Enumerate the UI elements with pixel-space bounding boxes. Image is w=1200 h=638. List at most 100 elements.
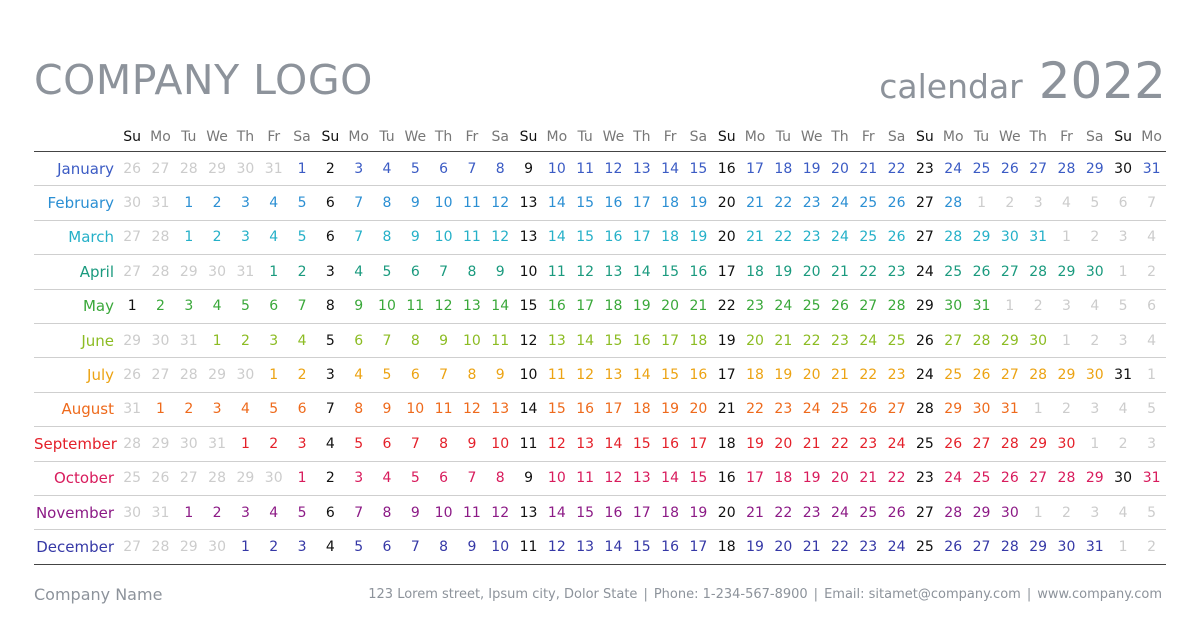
day-cell: 24 [882,426,911,462]
day-cell: 29 [1080,461,1109,496]
day-cell: 10 [542,461,571,496]
day-cell: 30 [1080,254,1109,290]
day-cell: 26 [854,392,883,428]
day-cell-outside: 1 [1108,254,1138,290]
day-cell: 5 [344,529,373,565]
day-cell: 18 [740,357,770,393]
separator: | [643,587,648,602]
day-cell: 23 [882,357,911,393]
day-cell: 9 [514,461,543,496]
day-cell-outside: 1 [967,185,996,221]
month-label: April [34,254,118,290]
day-cell-outside: 4 [1052,185,1081,221]
day-cell: 13 [627,461,656,496]
day-cell: 8 [486,461,515,496]
day-cell: 25 [967,461,996,496]
day-cell-outside: 3 [1080,392,1109,428]
day-cell: 27 [854,289,883,324]
day-cell: 17 [740,151,770,187]
day-cell: 22 [825,426,855,462]
day-cell: 22 [882,461,911,496]
day-cell: 24 [939,151,968,187]
day-cell: 27 [910,220,940,256]
day-cell: 15 [655,357,685,393]
month-row-august: August 31 1 2 3 4 5 6 7 8 9 10 11 12 13 14 15 16 17 18 19 20 2… [34,392,1166,428]
calendar-year: 2022 [1038,52,1166,110]
day-cell: 16 [684,254,713,290]
day-cell-outside: 26 [146,461,175,496]
day-cell: 29 [1080,151,1109,187]
day-cell-outside: 30 [118,185,147,221]
day-cell: 18 [655,220,685,256]
day-cell: 28 [910,392,940,428]
day-cell: 1 [146,392,175,428]
day-cell: 12 [599,461,628,496]
day-cell: 9 [401,220,430,256]
day-cell: 28 [939,185,968,221]
day-cell: 12 [571,357,600,393]
day-cell: 21 [854,151,883,187]
day-cell: 20 [655,289,685,324]
day-cell-outside: 2 [1108,426,1138,462]
day-cell-outside: 5 [1137,495,1166,531]
day-cell: 13 [514,220,543,256]
day-cell: 26 [882,220,911,256]
day-cell: 12 [486,220,515,256]
day-cell-outside: 31 [118,392,147,428]
day-cell-outside: 4 [1137,323,1166,359]
day-cell-outside: 3 [1024,185,1053,221]
day-cell: 23 [797,220,826,256]
day-cell-outside: 2 [1137,529,1166,565]
day-cell: 13 [514,495,543,531]
day-cell: 21 [797,426,826,462]
day-cell: 19 [797,151,826,187]
day-cell: 7 [287,289,317,324]
day-cell: 28 [995,529,1024,565]
month-label: January [34,151,118,187]
day-cell: 19 [769,254,798,290]
day-cell: 31 [1137,461,1166,496]
day-cell-outside: 3 [1108,323,1138,359]
day-cell: 28 [939,495,968,531]
day-cell: 24 [910,254,940,290]
day-cell: 31 [1108,357,1138,393]
month-label: September [34,426,118,462]
day-cell: 19 [712,323,741,359]
day-cell: 5 [344,426,373,462]
day-cell: 15 [571,185,600,221]
day-cell: 22 [854,254,883,290]
day-cell: 12 [486,185,515,221]
day-cell-outside: 1 [995,289,1024,324]
day-cell: 14 [655,151,685,187]
day-cell-outside: 28 [118,426,147,462]
day-cell: 22 [854,357,883,393]
email-link[interactable]: Email: sitamet@company.com [824,587,1021,602]
day-cell: 19 [740,426,770,462]
day-cell: 18 [712,426,741,462]
day-cell: 25 [939,254,968,290]
day-cell: 9 [401,185,430,221]
day-cell: 7 [344,495,373,531]
day-cell: 22 [769,220,798,256]
day-cell: 17 [740,461,770,496]
day-cell: 5 [259,392,288,428]
day-cell: 10 [429,495,458,531]
day-cell: 6 [429,461,458,496]
month-label: December [34,529,118,565]
day-cell: 20 [769,529,798,565]
day-cell: 26 [910,323,940,359]
day-cell: 1 [259,357,288,393]
day-cell: 23 [882,254,911,290]
day-cell: 22 [769,185,798,221]
day-cell: 4 [231,392,260,428]
day-cell: 17 [684,426,713,462]
day-cell: 27 [910,185,940,221]
day-cell: 25 [854,495,883,531]
day-cell-outside: 27 [118,254,147,290]
month-row-november: November 30 31 1 2 3 4 5 6 7 8 9 10 11 12 13 14 15 16 17 18 1… [34,495,1166,531]
day-cell-outside: 31 [146,495,175,531]
website-link[interactable]: www.company.com [1037,587,1162,602]
day-cell: 1 [259,254,288,290]
day-cell: 20 [712,220,741,256]
day-cell: 19 [797,461,826,496]
